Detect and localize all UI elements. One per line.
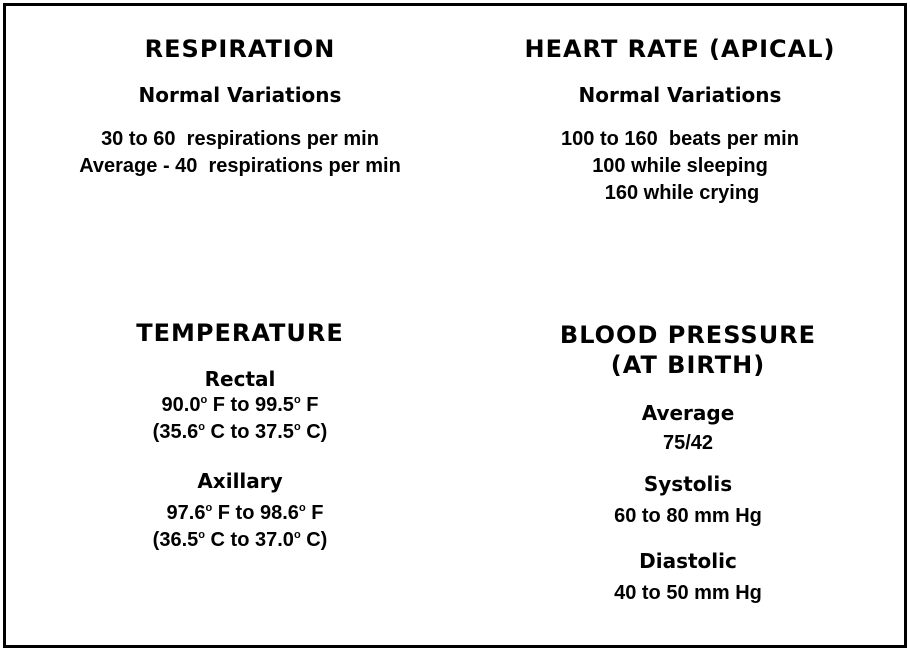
rectal-fahrenheit: 90.0o F to 99.5o F (161, 394, 319, 416)
heart-rate-line-2: 100 while sleeping (592, 155, 768, 177)
systolic-label: Systolis (643, 472, 733, 496)
temperature-section: TEMPERATURE Rectal 90.0o F to 99.5o F (3… (30, 318, 450, 554)
axillary-label: Axillary (197, 469, 283, 493)
diastolic-label: Diastolic (639, 549, 737, 573)
heart-rate-subtitle: Normal Variations (578, 83, 782, 107)
rectal-celsius: (35.6o C to 37.5o C) (152, 421, 328, 443)
average-label: Average (641, 401, 735, 425)
temperature-title: TEMPERATURE (136, 319, 344, 347)
axillary-celsius: (36.5o C to 37.0o C) (152, 529, 328, 551)
axillary-fahrenheit: 97.6o F to 98.6o F (166, 502, 324, 524)
heart-rate-line-3: 160 while crying (604, 182, 760, 204)
respiration-section: RESPIRATION Normal Variations 30 to 60 r… (30, 34, 450, 180)
respiration-line-1: 30 to 60 respirations per min (101, 128, 379, 150)
respiration-subtitle: Normal Variations (138, 83, 342, 107)
blood-pressure-section: BLOOD PRESSURE (AT BIRTH) Average 75/42 … (478, 320, 898, 607)
diastolic-value: 40 to 50 mm Hg (614, 582, 762, 604)
average-value: 75/42 (662, 432, 714, 454)
heart-rate-line-1: 100 to 160 beats per min (561, 128, 799, 150)
heart-rate-section: HEART RATE (APICAL) Normal Variations 10… (470, 34, 890, 207)
respiration-line-2: Average - 40 respirations per min (79, 155, 401, 177)
blood-pressure-title-line-1: BLOOD PRESSURE (559, 321, 817, 349)
blood-pressure-title-line-2: (AT BIRTH) (610, 351, 766, 379)
rectal-label: Rectal (204, 367, 276, 391)
heart-rate-title: HEART RATE (APICAL) (524, 35, 836, 63)
respiration-title: RESPIRATION (144, 35, 336, 63)
systolic-value: 60 to 80 mm Hg (614, 505, 762, 527)
content-border (3, 3, 907, 648)
